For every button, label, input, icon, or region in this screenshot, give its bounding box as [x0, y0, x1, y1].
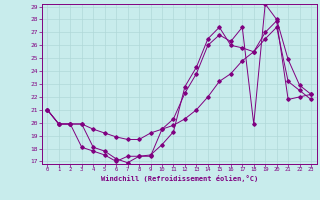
X-axis label: Windchill (Refroidissement éolien,°C): Windchill (Refroidissement éolien,°C) — [100, 175, 258, 182]
